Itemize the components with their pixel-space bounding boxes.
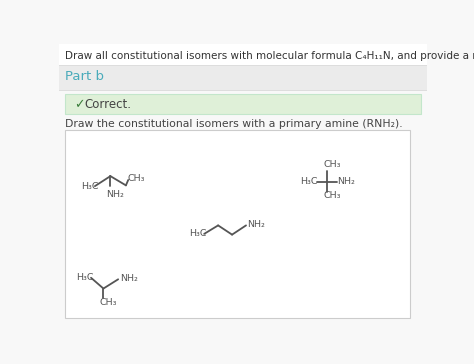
FancyBboxPatch shape <box>64 94 421 114</box>
Text: Correct.: Correct. <box>85 98 132 111</box>
Text: CH₃: CH₃ <box>128 174 145 183</box>
FancyBboxPatch shape <box>64 130 410 318</box>
Text: H₃C: H₃C <box>190 229 207 238</box>
Text: NH₂: NH₂ <box>120 274 137 283</box>
Text: ✓: ✓ <box>74 98 84 111</box>
Bar <box>59 44 427 67</box>
Text: CH₃: CH₃ <box>100 298 117 307</box>
Text: Draw the constitutional isomers with a primary amine (RNH₂).: Draw the constitutional isomers with a p… <box>64 119 402 129</box>
Text: H₃C: H₃C <box>300 177 318 186</box>
Text: Part b: Part b <box>65 70 104 83</box>
Bar <box>59 65 427 90</box>
Text: NH₂: NH₂ <box>247 220 265 229</box>
Text: CH₃: CH₃ <box>324 160 341 169</box>
Text: Draw all constitutional isomers with molecular formula C₄H₁₁N, and provide a nam: Draw all constitutional isomers with mol… <box>64 51 474 62</box>
Text: H₃C: H₃C <box>81 182 99 191</box>
Text: H₃C: H₃C <box>76 273 94 282</box>
Text: NH₂: NH₂ <box>337 177 355 186</box>
Text: CH₃: CH₃ <box>324 191 341 200</box>
Text: NH₂: NH₂ <box>106 190 124 199</box>
